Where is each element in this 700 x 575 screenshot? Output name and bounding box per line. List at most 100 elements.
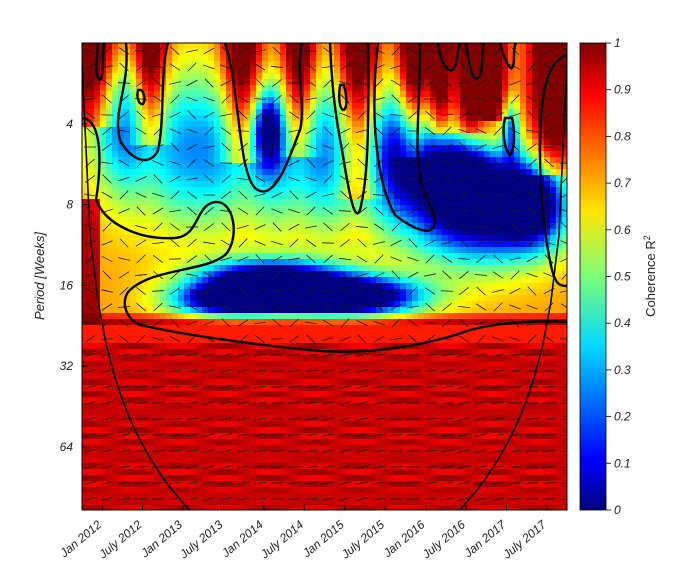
heatmap-cell [460,367,467,374]
heatmap-cell [208,229,215,236]
heatmap-cell [274,349,281,356]
heatmap-cell [130,121,137,128]
heatmap-cell [214,385,221,392]
heatmap-cell [112,445,119,452]
heatmap-cell [142,205,149,212]
heatmap-cell [418,337,425,344]
heatmap-cell [256,403,263,410]
heatmap-cell [202,217,209,224]
heatmap-cell [418,169,425,176]
heatmap-cell [334,361,341,368]
heatmap-cell [400,283,407,290]
heatmap-cell [208,277,215,284]
heatmap-cell [412,61,419,68]
heatmap-cell [448,403,455,410]
heatmap-cell [454,445,461,452]
heatmap-cell [412,457,419,464]
heatmap-cell [274,109,281,116]
heatmap-cell [232,115,239,122]
heatmap-cell [412,421,419,428]
heatmap-cell [292,169,299,176]
heatmap-cell [106,97,113,104]
heatmap-cell [238,115,245,122]
heatmap-cell [250,403,257,410]
heatmap-cell [406,43,413,50]
heatmap-cell [394,205,401,212]
heatmap-cell [220,181,227,188]
heatmap-cell [298,355,305,362]
heatmap-cell [238,463,245,470]
heatmap-cell [196,463,203,470]
heatmap-cell [154,481,161,488]
heatmap-cell [112,199,119,206]
heatmap-cell [406,277,413,284]
heatmap-cell [310,403,317,410]
heatmap-cell [88,79,95,86]
heatmap-cell [394,361,401,368]
heatmap-cell [400,151,407,158]
heatmap-cell [340,451,347,458]
heatmap-cell [190,403,197,410]
heatmap-cell [184,211,191,218]
heatmap-cell [370,61,377,68]
heatmap-cell [382,289,389,296]
heatmap-cell [160,229,167,236]
heatmap-cell [424,373,431,380]
heatmap-cell [190,469,197,476]
heatmap-cell [454,415,461,422]
heatmap-cell [100,133,107,140]
heatmap-cell [442,481,449,488]
heatmap-cell [448,73,455,80]
heatmap-cell [286,463,293,470]
heatmap-cell [388,277,395,284]
heatmap-cell [268,295,275,302]
heatmap-cell [388,355,395,362]
heatmap-cell [292,343,299,350]
heatmap-cell [232,109,239,116]
heatmap-cell [94,271,101,278]
heatmap-cell [112,175,119,182]
heatmap-cell [298,451,305,458]
heatmap-cell [340,409,347,416]
heatmap-cell [328,127,335,134]
heatmap-cell [190,379,197,386]
heatmap-cell [376,493,383,500]
heatmap-cell [214,319,221,326]
heatmap-cell [268,337,275,344]
heatmap-cell [334,481,341,488]
heatmap-cell [292,157,299,164]
heatmap-cell [100,283,107,290]
heatmap-cell [130,139,137,146]
heatmap-cell [148,343,155,350]
heatmap-cell [172,121,179,128]
heatmap-cell [160,283,167,290]
heatmap-cell [322,115,329,122]
heatmap-cell [454,403,461,410]
heatmap-cell [370,169,377,176]
heatmap-cell [286,289,293,296]
heatmap-cell [352,439,359,446]
heatmap-cell [394,397,401,404]
heatmap-cell [262,445,269,452]
heatmap-cell [196,397,203,404]
heatmap-cell [100,319,107,326]
heatmap-cell [442,319,449,326]
heatmap-cell [262,103,269,110]
heatmap-cell [376,427,383,434]
heatmap-cell [232,49,239,56]
heatmap-cell [112,97,119,104]
heatmap-cell [214,97,221,104]
heatmap-cell [202,301,209,308]
heatmap-cell [148,175,155,182]
heatmap-cell [148,241,155,248]
heatmap-cell [352,469,359,476]
heatmap-cell [424,55,431,62]
heatmap-cell [400,481,407,488]
heatmap-cell [226,349,233,356]
heatmap-cell [298,433,305,440]
heatmap-cell [196,331,203,338]
heatmap-cell [442,487,449,494]
heatmap-cell [262,349,269,356]
heatmap-cell [220,163,227,170]
heatmap-cell [370,265,377,272]
